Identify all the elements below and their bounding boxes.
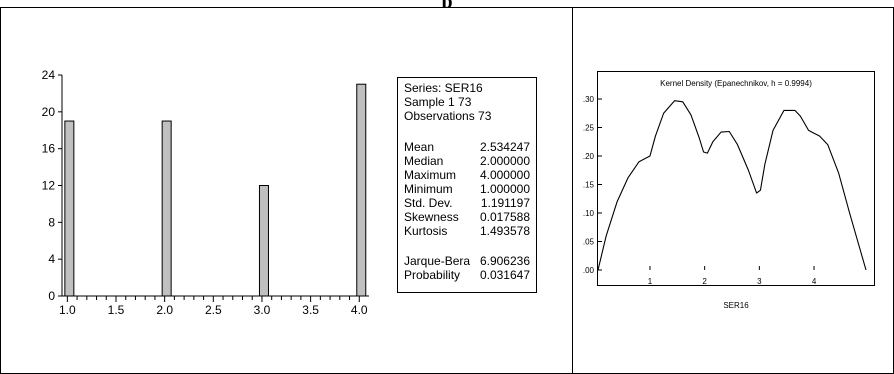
stats-row-jarque-bera: Jarque-Bera 6.906236 [404,255,530,268]
x-tick-label: 3.5 [302,303,319,317]
histogram-bar [64,120,75,297]
stats-sample: Sample 1 73 [404,95,472,109]
x-tick-label: 2.0 [156,303,173,317]
stats-label: Kurtosis [404,224,448,238]
stats-observations: Observations 73 [404,109,492,123]
x-tick-label: 3.0 [254,303,271,317]
stats-value: 0.031647 [479,268,530,282]
kde-y-tick-label: .30 [583,95,595,104]
histogram-bar [161,120,172,297]
stats-label: Jarque-Bera [404,254,471,268]
stats-value: 1.493578 [479,224,530,238]
stats-row-minimum: Minimum 1.000000 [404,183,530,196]
stats-label: Skewness [404,210,459,224]
y-tick-label: 16 [42,142,56,156]
kernel-density-frame [597,71,875,286]
y-tick-label: 0 [48,289,55,303]
x-tick-label: 1.0 [59,303,76,317]
y-tick-label: 12 [42,179,56,193]
x-tick-label: 1.5 [108,303,125,317]
stats-label: Minimum [404,182,453,196]
descriptive-stats-box: Series: SER16 Sample 1 73 Observations 7… [397,77,537,293]
kde-x-axis-label: SER16 [723,301,749,310]
kde-x-tick-label: 4 [812,277,817,286]
stats-label: Std. Dev. [404,196,453,210]
kde-y-tick-label: .15 [583,181,595,190]
kde-title: Kernel Density (Epanechnikov, h = 0.9994… [660,79,812,88]
y-tick-label: 8 [48,215,55,229]
stats-value: 1.191197 [480,196,530,210]
histogram-bar [258,185,269,297]
kde-y-tick-label: .20 [583,152,595,161]
y-tick-label: 24 [42,68,56,82]
stats-value: 2.534247 [479,140,530,154]
stats-label: Maximum [404,168,457,182]
stats-row-maximum: Maximum 4.000000 [404,169,530,182]
stats-value: 6.906236 [479,254,530,268]
histogram-bar [356,83,367,297]
stats-label: Mean [404,140,435,154]
stats-value: 0.017588 [479,210,530,224]
stats-label: Median [404,154,444,168]
kde-x-tick-label: 3 [757,277,762,286]
y-tick-label: 4 [48,252,55,266]
stats-row-mean: Mean 2.534247 [404,141,530,154]
kde-y-tick-label: .00 [583,266,595,275]
y-tick-label: 20 [42,105,56,119]
stats-label: Probability [404,268,461,282]
stats-row-probability: Probability 0.031647 [404,269,530,282]
stats-row-median: Median 2.000000 [404,155,530,168]
stats-value: 2.000000 [479,154,530,168]
kde-y-tick-label: .05 [583,238,595,247]
page-header-title: p [0,0,894,14]
stats-value: 1.000000 [479,182,530,196]
kde-y-tick-label: .25 [583,124,595,133]
kde-x-tick-label: 1 [648,277,653,286]
stats-series: Series: SER16 [404,81,483,95]
stats-row-skewness: Skewness 0.017588 [404,211,530,224]
kde-x-tick-label: 2 [702,277,707,286]
kde-density-line [597,100,867,271]
x-tick-label: 4.0 [351,303,368,317]
x-tick-label: 2.5 [205,303,222,317]
stats-row-std-dev: Std. Dev. 1.191197 [404,197,530,210]
stats-row-kurtosis: Kurtosis 1.493578 [404,225,530,238]
stats-value: 4.000000 [479,168,530,182]
kde-y-tick-label: .10 [583,209,595,218]
